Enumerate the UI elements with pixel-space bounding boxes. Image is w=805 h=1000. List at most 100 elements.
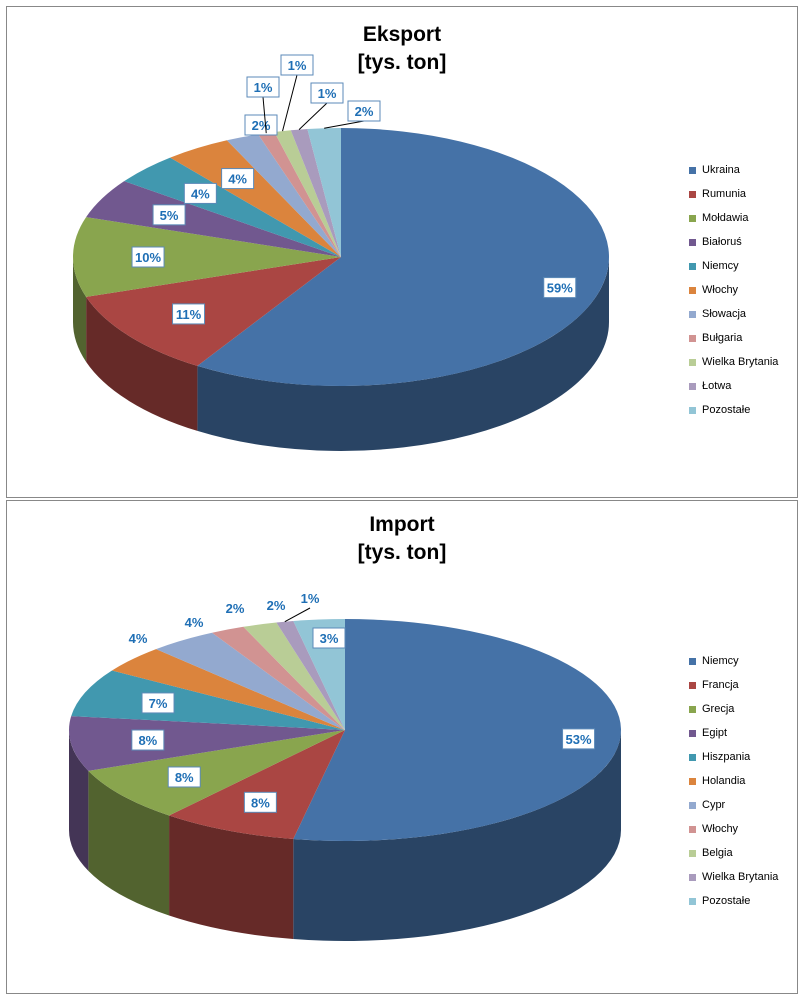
data-label: 4% — [185, 615, 204, 630]
pie-slice-Słowacja — [226, 134, 341, 257]
legend-swatch — [689, 825, 696, 833]
pie-slice-Francja — [169, 730, 345, 840]
data-label: 1% — [318, 86, 337, 101]
data-label: 2% — [355, 104, 374, 119]
legend: Niemcy Francja Grecja Egipt Hiszpania Holandi… — [689, 649, 778, 913]
data-label: 7% — [149, 696, 168, 711]
legend-swatch — [689, 286, 696, 294]
legend-label: Pozostałe — [702, 404, 751, 416]
pie-slice-Ukraina — [197, 128, 610, 387]
label-box — [246, 76, 280, 98]
legend-label: Wielka Brytania — [702, 871, 779, 883]
legend-item: Łotwa — [689, 374, 778, 398]
legend-item: Hiszpania — [689, 745, 778, 769]
pie-slice-Bułgaria — [258, 132, 341, 257]
legend-label: Grecja — [702, 703, 735, 715]
legend-swatch — [689, 873, 696, 881]
label-box — [131, 246, 165, 268]
leader-line — [262, 96, 267, 134]
pie-slice-side — [293, 730, 621, 941]
legend-swatch — [689, 705, 696, 713]
label-box — [131, 729, 165, 751]
legend-label: Słowacja — [702, 308, 747, 320]
data-label: 2% — [252, 118, 271, 133]
pie-slice-Włochy — [170, 140, 341, 257]
import-chart: Import [tys. ton] 53% 8% 8% 8% 7% 4% 4% 2% 2% 1% 3%… — [6, 500, 798, 994]
data-label: 2% — [267, 598, 286, 613]
data-label: 4% — [228, 172, 247, 187]
pie-slice-Cypr — [156, 632, 345, 730]
data-label: 5% — [160, 208, 179, 223]
legend-label: Niemcy — [702, 655, 739, 667]
pie-slice-side — [86, 296, 198, 431]
data-label: 59% — [547, 281, 573, 296]
legend-item: Pozostałe — [689, 398, 778, 422]
pie-slice-Hiszpania — [71, 670, 346, 730]
legend-label: Mołdawia — [702, 212, 749, 224]
pie-slice-side — [69, 730, 89, 871]
legend-label: Włochy — [702, 284, 739, 296]
legend-item: Słowacja — [689, 302, 778, 326]
legend-swatch — [689, 166, 696, 174]
legend-item: Cypr — [689, 793, 778, 817]
data-label: 4% — [129, 631, 148, 646]
pie-slice-side — [73, 257, 87, 362]
chart-title: Eksport [tys. ton] — [357, 23, 447, 74]
legend-swatch — [689, 753, 696, 761]
pie-slice-side — [88, 770, 170, 916]
data-label: 8% — [138, 733, 157, 748]
legend-item: Białoruś — [689, 230, 778, 254]
data-label: 53% — [566, 732, 592, 747]
legend-swatch — [689, 849, 696, 857]
legend-item: Włochy — [689, 278, 778, 302]
label-box — [172, 303, 206, 325]
legend-swatch — [689, 777, 696, 785]
pie-slice-Belgia — [243, 622, 345, 730]
legend-label: Wielka Brytania — [702, 356, 779, 368]
export-pie: 59% 11% 10% 5% 4% 4% 2% 1% 1% 1% 2% — [72, 54, 610, 451]
legend-label: Rumunia — [702, 188, 747, 200]
data-label: 1% — [301, 591, 320, 606]
data-label: 11% — [176, 307, 202, 322]
legend-item: Wielka Brytania — [689, 865, 778, 889]
legend-swatch — [689, 382, 696, 390]
pie-slice-Białoruś — [86, 181, 341, 257]
label-box — [347, 100, 381, 122]
legend-swatch — [689, 238, 696, 246]
data-label: 1% — [288, 58, 307, 73]
legend-item: Włochy — [689, 817, 778, 841]
label-box — [243, 791, 277, 813]
label-box — [221, 168, 255, 190]
pie-slice-side — [197, 257, 609, 451]
legend-swatch — [689, 334, 696, 342]
label-box — [141, 692, 175, 714]
data-label: 8% — [251, 795, 270, 810]
pie-slice-Grecja — [88, 730, 346, 816]
pie-slice-Niemcy — [124, 157, 342, 257]
data-label: 10% — [135, 250, 161, 265]
legend-item: Egipt — [689, 721, 778, 745]
label-box — [312, 627, 346, 649]
legend-label: Pozostałe — [702, 895, 751, 907]
pie-slice-Wielka Brytania — [274, 130, 341, 257]
import-pie: 53% 8% 8% 8% 7% 4% 4% 2% 2% 1% 3% — [69, 591, 622, 941]
legend-label: Hiszpania — [702, 751, 751, 763]
legend-label: Bułgaria — [702, 332, 743, 344]
legend-swatch — [689, 190, 696, 198]
pie-slice-Wielka Brytania — [276, 620, 345, 730]
legend-label: Włochy — [702, 823, 739, 835]
legend-item: Holandia — [689, 769, 778, 793]
legend-item: Niemcy — [689, 649, 778, 673]
legend-item: Wielka Brytania — [689, 350, 778, 374]
data-label: 8% — [175, 770, 194, 785]
legend-label: Białoruś — [702, 236, 742, 248]
pie-slice-Mołdawia — [72, 217, 341, 297]
legend-item: Rumunia — [689, 182, 778, 206]
legend-item: Bułgaria — [689, 326, 778, 350]
chart-title: Import [tys. ton] — [357, 513, 447, 564]
label-box — [244, 114, 278, 136]
pie-slice-Łotwa — [290, 129, 341, 257]
label-box — [280, 54, 314, 76]
label-box — [310, 82, 344, 104]
pie-slice-Rumunia — [86, 257, 341, 366]
